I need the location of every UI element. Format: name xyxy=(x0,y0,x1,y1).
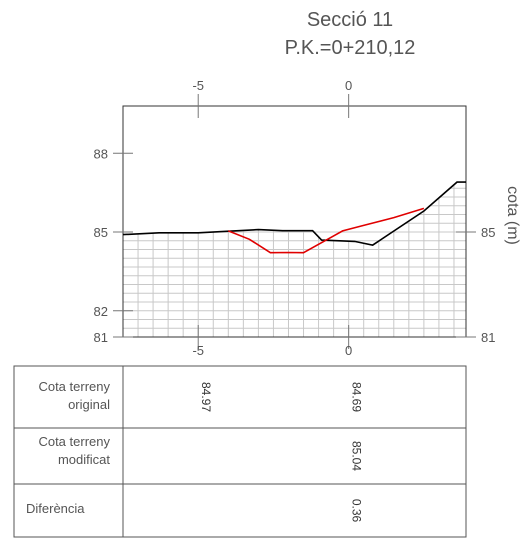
table-cell-value: 0.36 xyxy=(350,499,364,523)
y-right-tick-label: 81 xyxy=(481,330,495,345)
table-cell-value: 85.04 xyxy=(350,441,364,471)
y-left-tick-label: 85 xyxy=(94,225,108,240)
y-axis-title: cota (m) xyxy=(504,186,521,245)
row-label-modificat: Cota terreny modificat xyxy=(38,434,110,467)
row-label-diferencia: Diferència xyxy=(26,501,85,516)
x-bottom-tick-label: -5 xyxy=(192,343,204,358)
x-top-tick-label: -5 xyxy=(192,78,204,93)
series-line-modificat xyxy=(228,207,425,254)
series-line-original xyxy=(122,181,466,246)
y-right-tick-label: 85 xyxy=(481,225,495,240)
x-bottom-tick-label: 0 xyxy=(345,343,352,358)
y-left-tick-label: 82 xyxy=(94,304,108,319)
x-top-tick-label: 0 xyxy=(345,78,352,93)
chart-subtitle: P.K.=0+210,12 xyxy=(284,37,416,59)
plot-frame xyxy=(122,105,467,338)
data-table-frame xyxy=(13,365,467,538)
y-left-tick-label: 88 xyxy=(94,146,108,161)
table-cell-value: 84.97 xyxy=(199,382,213,412)
chart-title: Secció 11 xyxy=(306,9,394,31)
table-cell-value: 84.69 xyxy=(350,382,364,412)
row-label-original: Cota terreny original xyxy=(38,379,110,412)
y-left-tick-label: 81 xyxy=(94,330,108,345)
